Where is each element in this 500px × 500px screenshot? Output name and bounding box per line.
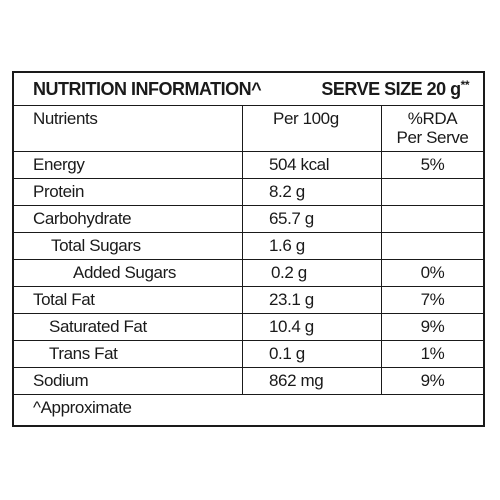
header-rda: %RDA Per Serve bbox=[381, 106, 483, 151]
nutrient-rda: 9% bbox=[381, 314, 483, 340]
table-row: Total Sugars 1.6 g bbox=[14, 232, 483, 259]
table-row: Protein 8.2 g bbox=[14, 178, 483, 205]
nutrition-panel: NUTRITION INFORMATION^ SERVE SIZE 20 g**… bbox=[12, 71, 485, 427]
nutrient-rda: 1% bbox=[381, 341, 483, 367]
table-row: Total Fat 23.1 g 7% bbox=[14, 286, 483, 313]
nutrient-per-100g: 1.6 g bbox=[242, 233, 381, 259]
table-row: Trans Fat 0.1 g 1% bbox=[14, 340, 483, 367]
nutrient-per-100g: 0.2 g bbox=[242, 260, 381, 286]
nutrient-name: Carbohydrate bbox=[33, 209, 132, 228]
nutrient-rda: 9% bbox=[381, 368, 483, 394]
nutrient-rda bbox=[381, 206, 483, 232]
footnote: ^Approximate bbox=[14, 394, 483, 425]
nutrient-per-100g: 10.4 g bbox=[242, 314, 381, 340]
nutrient-rda: 5% bbox=[381, 152, 483, 178]
nutrient-per-100g: 8.2 g bbox=[242, 179, 381, 205]
header-row: Nutrients Per 100g %RDA Per Serve bbox=[14, 105, 483, 151]
nutrient-per-100g: 0.1 g bbox=[242, 341, 381, 367]
nutrient-per-100g: 862 mg bbox=[242, 368, 381, 394]
nutrient-name: Added Sugars bbox=[73, 263, 176, 282]
nutrient-name: Saturated Fat bbox=[49, 317, 147, 336]
nutrient-rda bbox=[381, 233, 483, 259]
serve-size: SERVE SIZE 20 g** bbox=[321, 79, 469, 100]
header-nutrients: Nutrients bbox=[33, 109, 98, 128]
header-rda-line1: %RDA bbox=[407, 109, 458, 128]
nutrient-rda bbox=[381, 179, 483, 205]
nutrient-per-100g: 65.7 g bbox=[242, 206, 381, 232]
title-row: NUTRITION INFORMATION^ SERVE SIZE 20 g** bbox=[14, 73, 483, 105]
table-row: Energy 504 kcal 5% bbox=[14, 151, 483, 178]
table-row: Sodium 862 mg 9% bbox=[14, 367, 483, 394]
nutrient-name: Energy bbox=[33, 155, 85, 174]
nutrient-name: Protein bbox=[33, 182, 85, 201]
nutrient-name: Total Sugars bbox=[51, 236, 141, 255]
nutrient-name: Total Fat bbox=[33, 290, 95, 309]
header-rda-line2: Per Serve bbox=[396, 128, 469, 147]
serve-size-mark: ** bbox=[460, 78, 470, 92]
panel-title: NUTRITION INFORMATION^ bbox=[33, 79, 262, 99]
table-row: Carbohydrate 65.7 g bbox=[14, 205, 483, 232]
nutrient-per-100g: 23.1 g bbox=[242, 287, 381, 313]
nutrient-rda: 0% bbox=[381, 260, 483, 286]
nutrient-rda: 7% bbox=[381, 287, 483, 313]
serve-size-label: SERVE SIZE 20 g bbox=[321, 79, 461, 99]
nutrient-name: Sodium bbox=[33, 371, 89, 390]
header-per-100g: Per 100g bbox=[242, 106, 381, 151]
table-row: Saturated Fat 10.4 g 9% bbox=[14, 313, 483, 340]
table-row: Added Sugars 0.2 g 0% bbox=[14, 259, 483, 286]
nutrient-per-100g: 504 kcal bbox=[242, 152, 381, 178]
nutrient-name: Trans Fat bbox=[49, 344, 118, 363]
